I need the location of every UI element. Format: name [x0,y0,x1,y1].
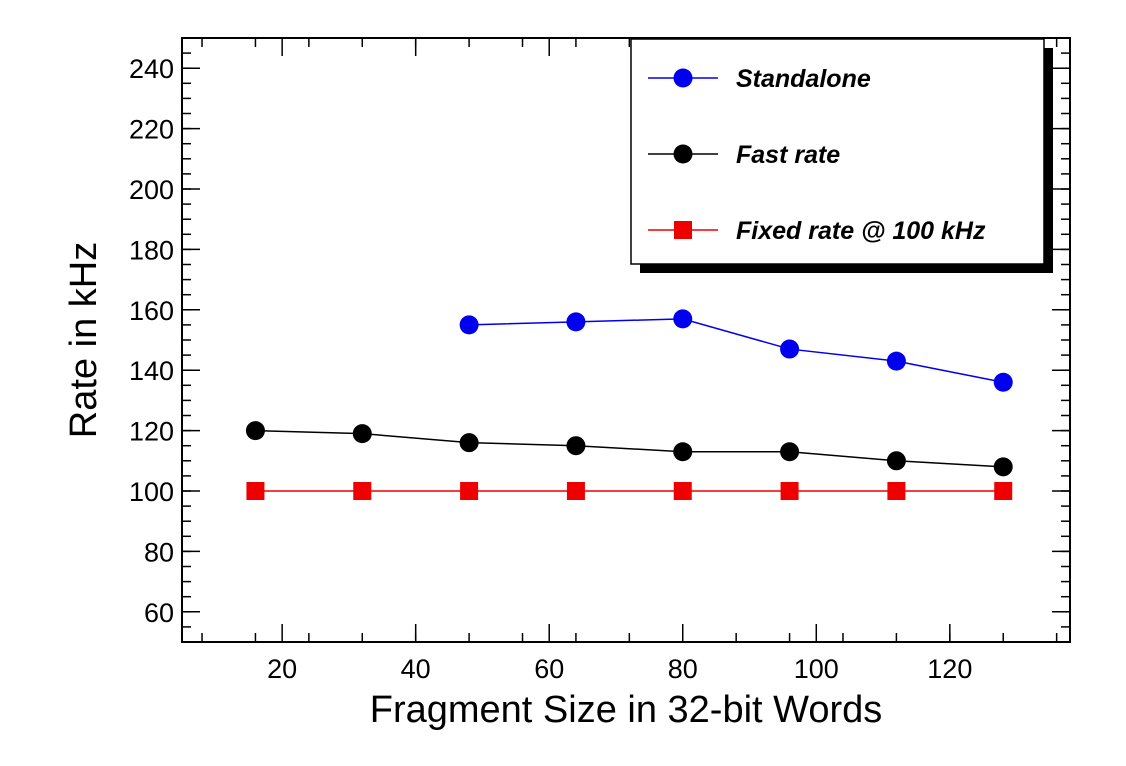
y-tick-label: 80 [144,537,174,567]
data-point [780,482,799,500]
legend-entry: Standalone [648,65,871,93]
legend-label: Fast rate [736,141,840,169]
legend-marker [674,221,692,239]
data-point [994,482,1013,500]
series-0 [459,309,1013,392]
y-tick-label: 200 [129,175,174,205]
data-point [886,351,906,371]
legend-marker [673,68,693,88]
series-layer [245,309,1013,500]
y-tick-label: 180 [129,235,174,265]
data-point [352,424,372,444]
legend: Standalone Fast rate Fixed rate @ 100 kHz [630,38,1053,273]
legend-entry: Fast rate [648,141,840,169]
x-tick-label: 40 [401,654,431,684]
x-tick-label: 20 [267,654,297,684]
y-tick-label: 60 [144,598,174,628]
data-point [353,482,372,500]
data-point [673,309,693,329]
y-tick-label: 220 [129,115,174,145]
tick-labels: 20 40 60 80 100 120 60 80 100 120 140 160 180 200 220 2… [129,54,972,684]
y-tick-label: 240 [129,54,174,84]
series-line [469,318,1004,384]
data-point [993,457,1013,477]
y-tick-label: 140 [129,356,174,386]
data-point [459,433,479,453]
x-tick-label: 120 [927,654,972,684]
legend-label: Standalone [736,65,871,93]
x-tick-label: 60 [534,654,564,684]
data-point [780,442,800,462]
data-point [993,372,1013,392]
y-tick-label: 120 [129,417,174,447]
legend-marker [673,144,693,164]
series-2 [246,482,1013,500]
data-point [246,482,265,500]
x-axis-title: Fragment Size in 32-bit Words [370,689,883,731]
data-point [245,421,265,441]
data-point [566,312,586,332]
series-line [255,429,1004,468]
legend-label: Fixed rate @ 100 kHz [736,217,986,245]
y-tick-label: 100 [129,477,174,507]
data-point [780,339,800,359]
series-1 [245,421,1013,477]
y-axis-title: Rate in kHz [63,242,105,438]
data-point [886,451,906,471]
data-point [887,482,906,500]
x-tick-label: 100 [794,654,839,684]
data-point [566,482,585,500]
data-point [673,442,693,462]
legend-entry: Fixed rate @ 100 kHz [648,217,986,245]
data-point [566,436,586,456]
legend-box [630,38,1045,265]
data-point [460,482,479,500]
x-tick-label: 80 [668,654,698,684]
y-tick-label: 160 [129,296,174,326]
data-point [673,482,692,500]
data-point [459,315,479,335]
